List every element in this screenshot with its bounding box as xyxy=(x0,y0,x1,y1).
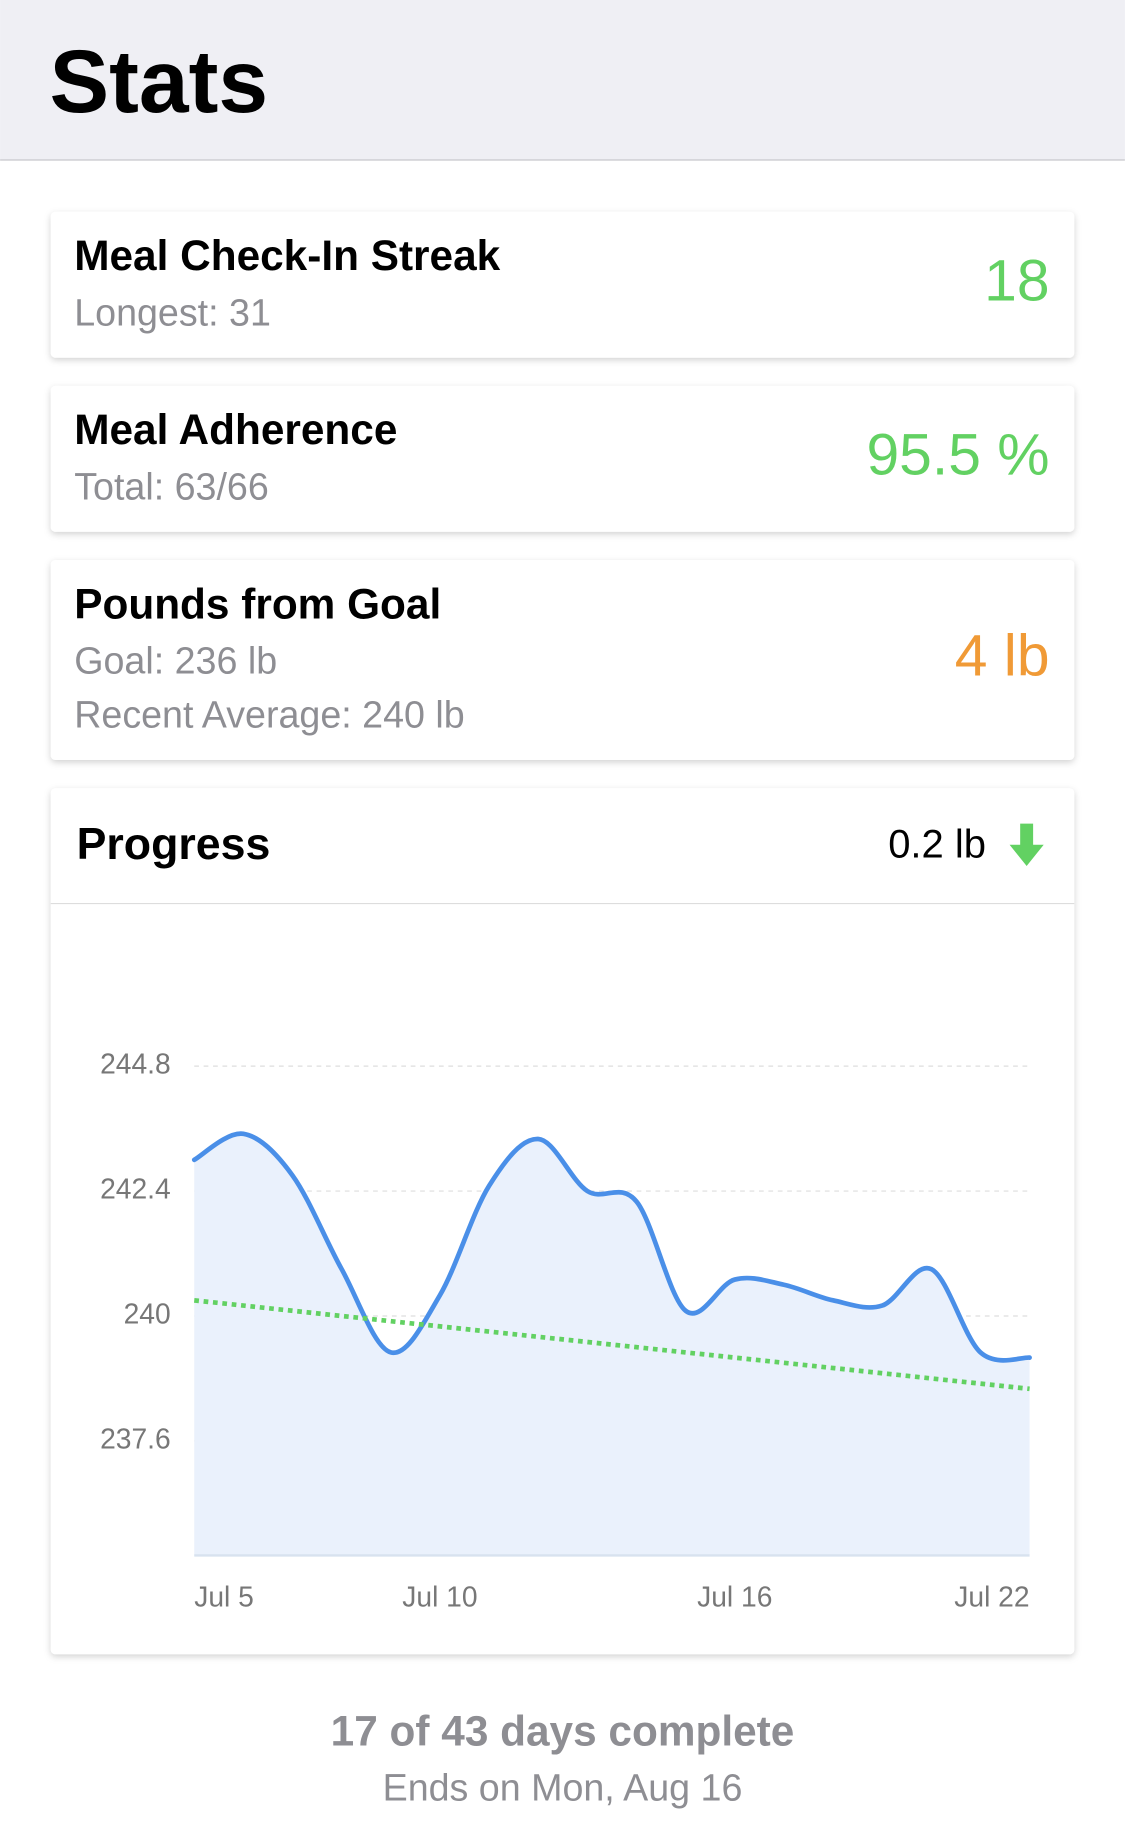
y-tick-label: 240 xyxy=(124,1297,171,1329)
page-title: Stats xyxy=(50,31,269,131)
card-bg xyxy=(50,385,1075,532)
footer-summary: 17 of 43 days complete xyxy=(331,1707,795,1754)
card-title: Meal Check-In Streak xyxy=(74,232,500,279)
footer-end: Ends on Mon, Aug 16 xyxy=(383,1767,743,1809)
card-bg xyxy=(50,560,1075,761)
y-tick-label: 237.6 xyxy=(100,1422,171,1454)
y-tick-label: 242.4 xyxy=(100,1173,171,1205)
card-value: 18 xyxy=(984,248,1049,313)
card-detail: Goal: 236 lb xyxy=(74,640,277,682)
progress-title: Progress xyxy=(77,820,271,869)
card-title: Pounds from Goal xyxy=(74,580,441,627)
area xyxy=(194,1133,1030,1556)
card-value: 95.5 % xyxy=(866,422,1049,487)
card-detail: Longest: 31 xyxy=(74,291,271,333)
chart: 237.6 240 242.4 244.8 Jul 5 Jul 10 Jul 16 Jul 2… xyxy=(100,1048,1032,1612)
card-detail: Total: 63/66 xyxy=(74,465,269,507)
x-tick-label: Jul 22 xyxy=(954,1580,1029,1612)
header-bg xyxy=(0,0,1125,161)
x-tick-label: Jul 5 xyxy=(194,1580,254,1612)
x-tick-label: Jul 10 xyxy=(402,1580,477,1612)
card-bg xyxy=(50,211,1075,358)
x-tick-label: Jul 16 xyxy=(697,1580,772,1612)
card-title: Meal Adherence xyxy=(74,406,397,453)
line xyxy=(191,1131,1032,1363)
cards: Meal Check-In Streak Longest: 31 18 Meal Ad… xyxy=(50,211,1075,761)
card-value: 4 lb xyxy=(955,624,1050,689)
progress-change: 0.2 lb xyxy=(888,823,986,867)
card-detail: Recent Average: 240 lb xyxy=(74,694,464,736)
y-tick-label: 244.8 xyxy=(100,1048,171,1080)
trend-line xyxy=(193,1298,1030,1392)
